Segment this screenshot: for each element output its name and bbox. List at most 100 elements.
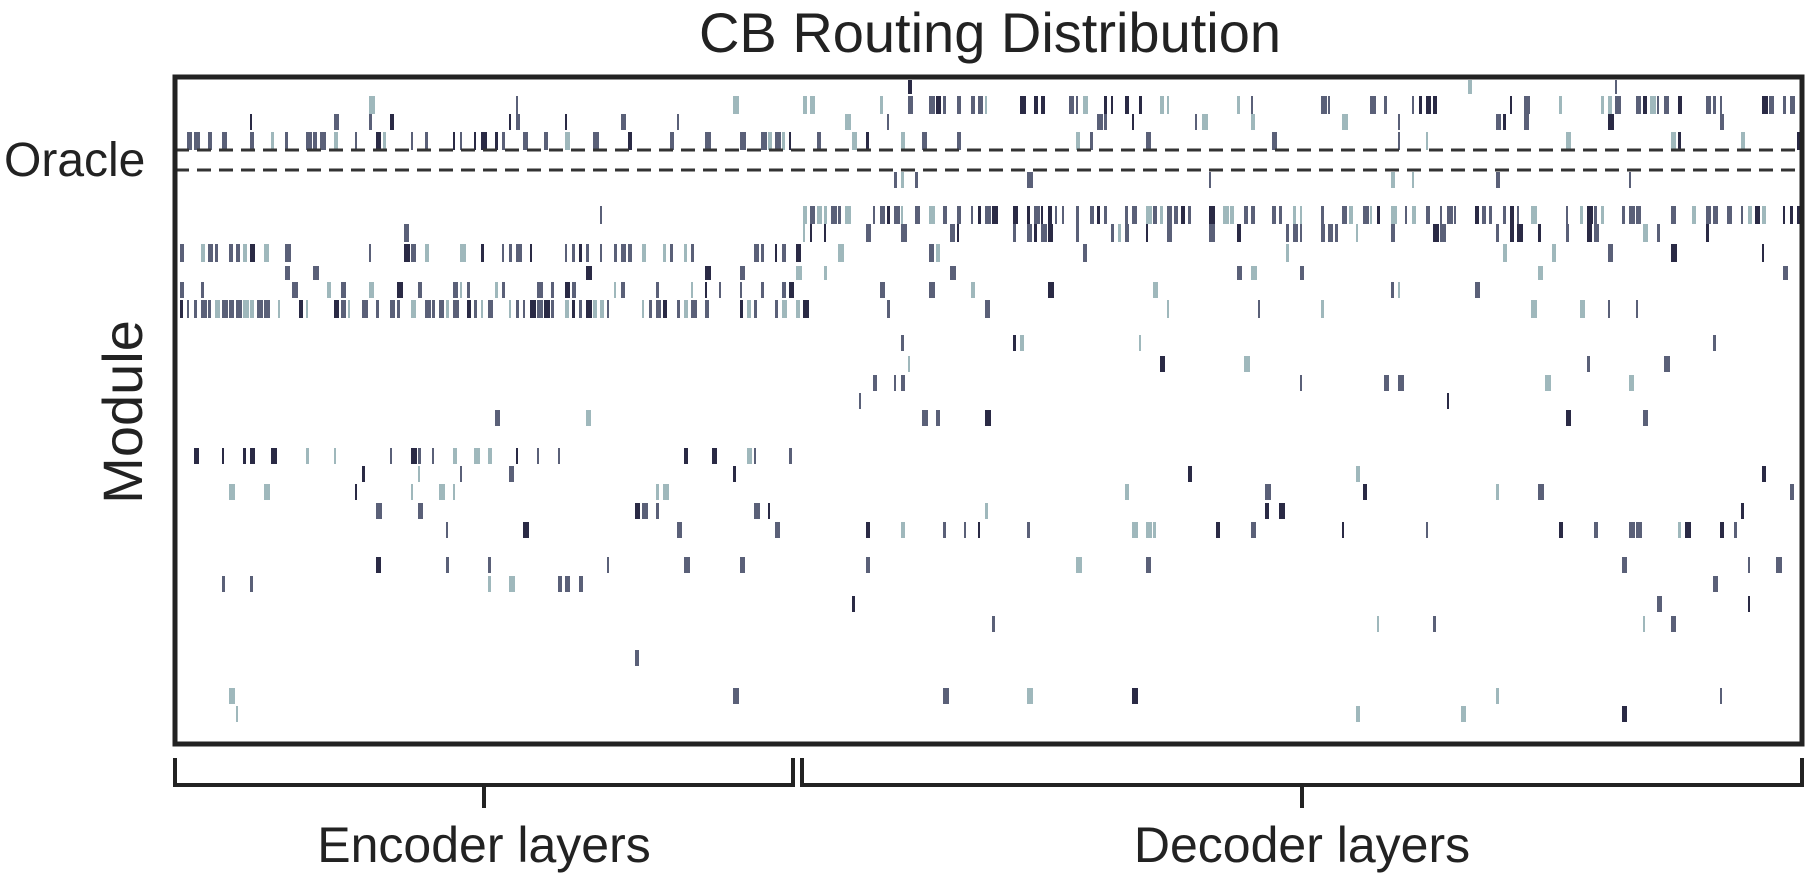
heatmap-cell (1608, 96, 1612, 114)
heatmap-cell (1300, 224, 1302, 242)
heatmap-cell (488, 300, 493, 318)
heatmap-cell (768, 503, 770, 519)
heatmap-cell (509, 300, 511, 318)
heatmap-cell (453, 448, 457, 464)
heatmap-cell (341, 282, 346, 298)
heatmap-cell (782, 300, 787, 318)
heatmap-cell (656, 282, 659, 298)
heatmap-cell (621, 282, 625, 298)
heatmap-cell (516, 96, 518, 114)
heatmap-cell (1671, 616, 1676, 632)
heatmap-cell (250, 576, 253, 592)
heatmap-cell (236, 244, 240, 262)
heatmap-cell (229, 688, 235, 704)
heatmap-cell (460, 244, 466, 262)
heatmap-cell (1209, 206, 1215, 224)
heatmap-cell (320, 132, 326, 150)
heatmap-cell (915, 206, 920, 224)
heatmap-cell (439, 300, 444, 318)
heatmap-cell (1167, 300, 1169, 318)
heatmap-cell (537, 300, 543, 318)
decoder-layers-label: Decoder layers (1134, 817, 1470, 873)
heatmap-cell (264, 244, 269, 262)
heatmap-cell (950, 224, 955, 242)
heatmap-cell (1090, 206, 1094, 224)
heatmap-cell (1594, 224, 1599, 242)
heatmap-cell (1041, 96, 1045, 114)
heatmap-cell (1181, 206, 1185, 224)
heatmap-cell (271, 132, 274, 150)
heatmap-cell (1587, 206, 1593, 224)
heatmap-cell (544, 300, 550, 318)
heatmap-cell (1202, 114, 1208, 130)
heatmap-cell (971, 282, 975, 298)
heatmap-cell (936, 410, 940, 426)
heatmap-cell (187, 300, 189, 318)
heatmap-cell (306, 300, 308, 318)
heatmap-cell (341, 300, 346, 318)
heatmap-cell (1328, 224, 1333, 242)
heatmap-cell (1342, 114, 1348, 130)
heatmap-cell (572, 244, 575, 262)
heatmap-cell (411, 448, 417, 464)
heatmap-cell (761, 244, 764, 262)
heatmap-cell (1629, 172, 1631, 188)
heatmap-cell (1545, 375, 1551, 391)
heatmap-cell (390, 114, 394, 130)
heatmap-cell (691, 300, 697, 318)
heatmap-cell (705, 282, 707, 298)
heatmap-cell (929, 244, 934, 262)
heatmap-cell (922, 132, 927, 150)
heatmap-cell (824, 224, 826, 242)
heatmap-cell (1629, 206, 1635, 224)
heatmap-cell (327, 282, 331, 298)
heatmap-cell (810, 96, 815, 114)
heatmap-cell (943, 206, 947, 224)
heatmap-cell (642, 503, 648, 519)
heatmap-cell (1111, 96, 1113, 114)
heatmap-cell (257, 300, 263, 318)
heatmap-cell (859, 393, 861, 409)
heatmap-cell (761, 282, 764, 298)
heatmap-cell (754, 244, 759, 262)
heatmap-cell (1783, 206, 1785, 224)
heatmap-cell (985, 300, 990, 318)
heatmap-cell (838, 206, 841, 224)
heatmap-cell (1321, 224, 1325, 242)
heatmap-cell (572, 300, 575, 318)
heatmap-cell (614, 282, 616, 298)
heatmap-cell (908, 80, 912, 94)
heatmap-cell (789, 448, 792, 464)
heatmap-cell (1538, 266, 1543, 280)
heatmap-cell (908, 356, 910, 372)
heatmap-cell (579, 244, 582, 262)
heatmap-cell (796, 244, 801, 262)
heatmap-cell (1286, 224, 1289, 242)
heatmap-cell (838, 244, 844, 262)
heatmap-cell (1531, 206, 1537, 224)
heatmap-cell (1391, 282, 1394, 298)
heatmap-cell (502, 282, 505, 298)
heatmap-cell (1538, 484, 1544, 500)
heatmap-cell (1013, 224, 1016, 242)
heatmap-cell (754, 448, 756, 464)
heatmap-cell (733, 466, 736, 482)
heatmap-cell (1762, 466, 1766, 482)
heatmap-cell (1762, 206, 1766, 224)
heatmap-cell (1118, 224, 1121, 242)
heatmap-cell (523, 300, 525, 318)
heatmap-cell (600, 300, 604, 318)
heatmap-cell (376, 557, 381, 573)
heatmap-cell (1223, 206, 1229, 224)
heatmap-cell (810, 224, 812, 242)
heatmap-cell (348, 300, 350, 318)
heatmap-cell (1034, 224, 1037, 242)
heatmap-cell (1531, 300, 1537, 318)
heatmap-cell (1293, 224, 1298, 242)
heatmap-cell (1027, 172, 1033, 188)
heatmap-cell (250, 114, 252, 130)
heatmap-cell (817, 132, 821, 150)
heatmap-cell (1279, 206, 1282, 224)
heatmap-cell (1580, 206, 1583, 224)
heatmap-cell (901, 206, 903, 224)
